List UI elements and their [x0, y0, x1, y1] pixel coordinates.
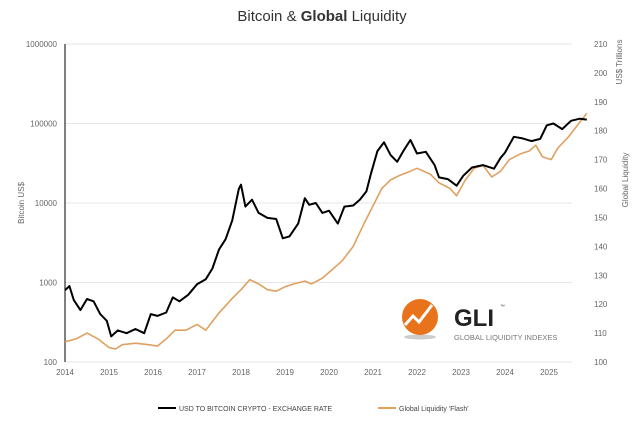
y-left-tick-label: 100 — [44, 358, 58, 367]
gli-logo: GLI ™ GLOBAL LIQUIDITY INDEXES — [402, 299, 557, 342]
legend: USD TO BITCOIN CRYPTO - EXCHANGE RATE Gl… — [158, 406, 469, 413]
legend-label-liquidity: Global Liquidity 'Flash' — [399, 406, 469, 413]
y-right-tick-label: 130 — [594, 271, 608, 280]
gli-logo-mark: GLI — [454, 305, 494, 332]
x-tick-label: 2019 — [276, 368, 294, 377]
global-liquidity-line — [64, 112, 588, 350]
chart-title: Bitcoin & Global Liquidity — [237, 8, 407, 25]
y-right-tick-label: 110 — [594, 329, 607, 338]
x-tick-label: 2025 — [540, 368, 558, 377]
x-tick-label: 2024 — [496, 368, 514, 377]
bitcoin-price-line — [64, 117, 587, 338]
y-left-label: Bitcoin US$ — [17, 182, 26, 224]
y-left-tick-label: 1000 — [39, 279, 57, 288]
x-tick-label: 2022 — [408, 368, 426, 377]
x-tick-label: 2017 — [188, 368, 206, 377]
y-right-tick-label: 160 — [594, 185, 608, 194]
gli-logo-tm: ™ — [500, 304, 505, 310]
x-tick-label: 2021 — [364, 368, 382, 377]
y-right-tick-label: 120 — [594, 300, 608, 309]
left-axis-ticks: 100 1000 10000 100000 1000000 — [26, 40, 58, 367]
y-right-tick-label: 210 — [594, 40, 608, 49]
y-left-tick-label: 100000 — [30, 120, 57, 129]
gli-logo-arrow — [403, 304, 434, 326]
x-tick-label: 2016 — [144, 368, 162, 377]
gridlines — [65, 43, 572, 363]
y-right-label-top: US$ Trillions — [615, 40, 624, 85]
x-tick-label: 2023 — [452, 368, 470, 377]
y-right-tick-label: 180 — [594, 127, 608, 136]
gli-logo-circle — [402, 299, 438, 335]
y-right-tick-label: 170 — [594, 156, 608, 165]
series-lines — [64, 112, 588, 350]
y-right-tick-label: 140 — [594, 242, 608, 251]
x-tick-label: 2018 — [232, 368, 250, 377]
gli-logo-subtitle: GLOBAL LIQUIDITY INDEXES — [454, 333, 557, 342]
legend-label-bitcoin: USD TO BITCOIN CRYPTO - EXCHANGE RATE — [179, 406, 332, 413]
y-right-tick-label: 150 — [594, 213, 608, 222]
y-right-label: Global Liquidity — [621, 153, 630, 208]
y-right-tick-label: 190 — [594, 98, 608, 107]
x-axis-ticks: 2014 2015 2016 2017 2018 2019 2020 2021 2022 2023… — [56, 368, 558, 377]
x-tick-label: 2020 — [320, 368, 338, 377]
x-tick-label: 2015 — [100, 368, 118, 377]
y-right-tick-label: 200 — [594, 69, 608, 78]
y-right-tick-label: 100 — [594, 358, 608, 367]
x-tick-label: 2014 — [56, 368, 74, 377]
y-left-tick-label: 10000 — [35, 199, 58, 208]
right-axis-ticks: 100 110 120 130 140 150 160 170 180 190 200 210 — [594, 40, 608, 367]
y-left-tick-label: 1000000 — [26, 40, 58, 49]
